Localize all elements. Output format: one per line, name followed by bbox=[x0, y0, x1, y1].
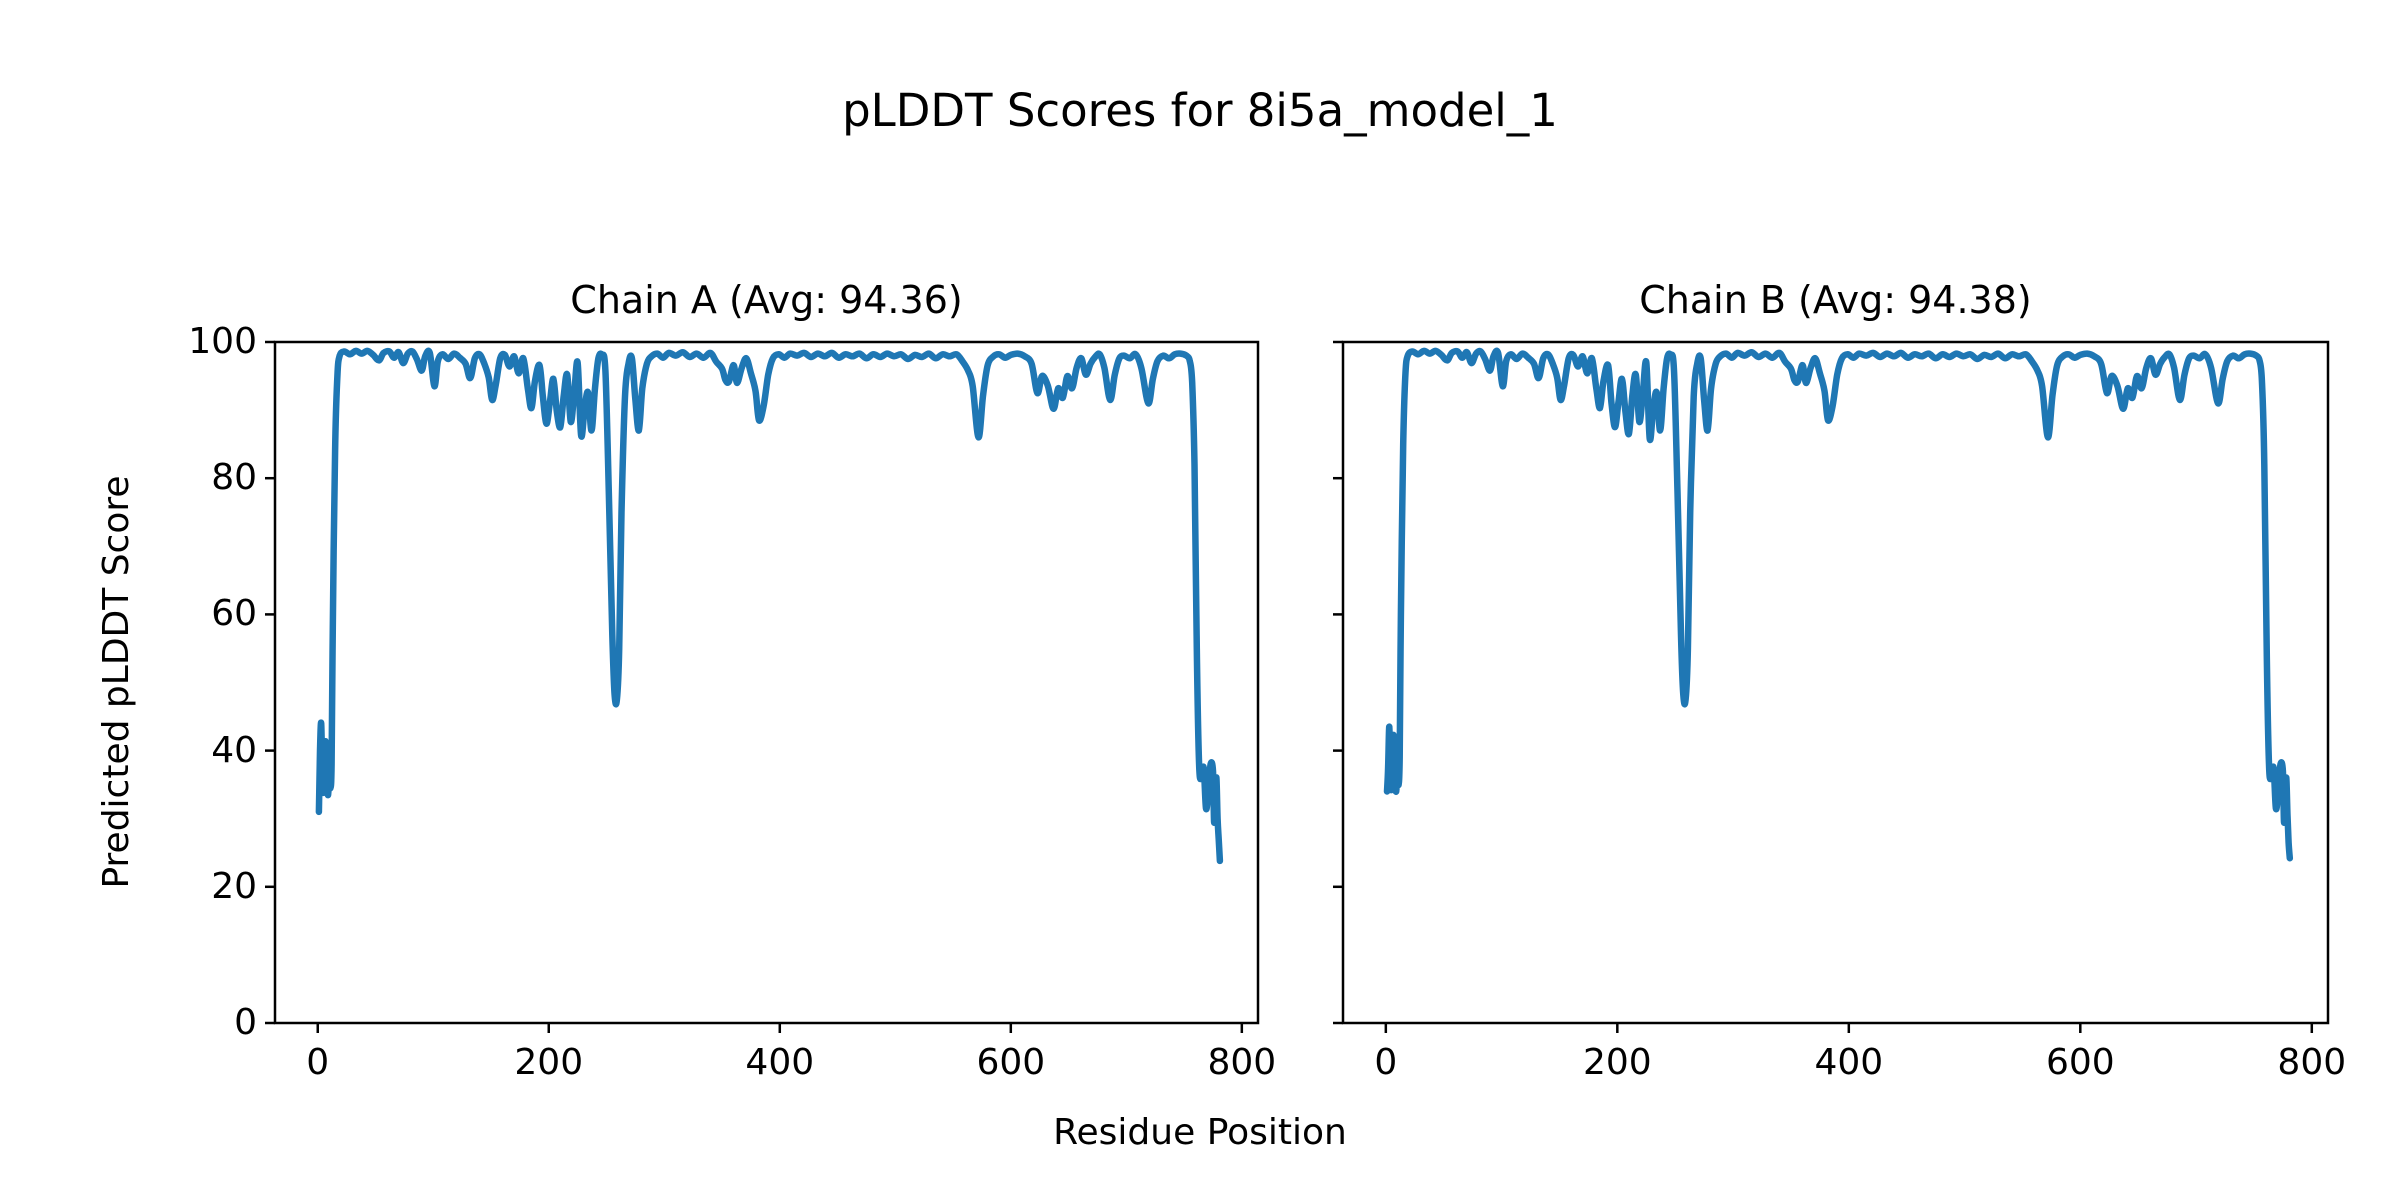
x-tick-label: 400 bbox=[745, 1042, 815, 1083]
x-tick-label: 200 bbox=[514, 1042, 584, 1083]
axes-border bbox=[1341, 340, 2330, 1025]
y-tick-label: 40 bbox=[211, 729, 257, 771]
x-tick-label: 600 bbox=[2045, 1042, 2115, 1083]
y-tick-label: 20 bbox=[211, 865, 257, 907]
plddt-line-chain-b bbox=[1383, 347, 2294, 862]
x-tick-label: 800 bbox=[2277, 1042, 2347, 1083]
y-axis-label: Predicted pLDDT Score bbox=[96, 475, 137, 889]
axes-border bbox=[273, 340, 1260, 1025]
subplot-title-chain-a: Chain A (Avg: 94.36) bbox=[570, 278, 963, 322]
y-tick-label: 100 bbox=[188, 321, 257, 362]
subplot-title-chain-b: Chain B (Avg: 94.38) bbox=[1639, 278, 2032, 322]
figure-title: pLDDT Scores for 8i5a_model_1 bbox=[842, 84, 1558, 137]
subplot-chain-a bbox=[265, 340, 1260, 1033]
x-axis-label: Residue Position bbox=[1053, 1112, 1347, 1153]
subplot-chain-b bbox=[1333, 340, 2330, 1033]
x-tick-label: 400 bbox=[1814, 1042, 1884, 1083]
y-tick-label: 60 bbox=[211, 593, 257, 635]
x-tick-label: 0 bbox=[1374, 1042, 1398, 1083]
x-tick-label: 800 bbox=[1207, 1042, 1277, 1083]
y-tick-label: 80 bbox=[211, 457, 257, 499]
x-tick-label: 600 bbox=[976, 1042, 1046, 1083]
x-tick-label: 0 bbox=[306, 1042, 330, 1083]
y-tick-label: 0 bbox=[234, 1002, 257, 1043]
plot-area-chain-b bbox=[1333, 340, 2330, 1033]
x-tick-label: 200 bbox=[1582, 1042, 1652, 1083]
plot-area-chain-a bbox=[265, 340, 1260, 1033]
plddt-line-chain-a bbox=[315, 347, 1224, 865]
